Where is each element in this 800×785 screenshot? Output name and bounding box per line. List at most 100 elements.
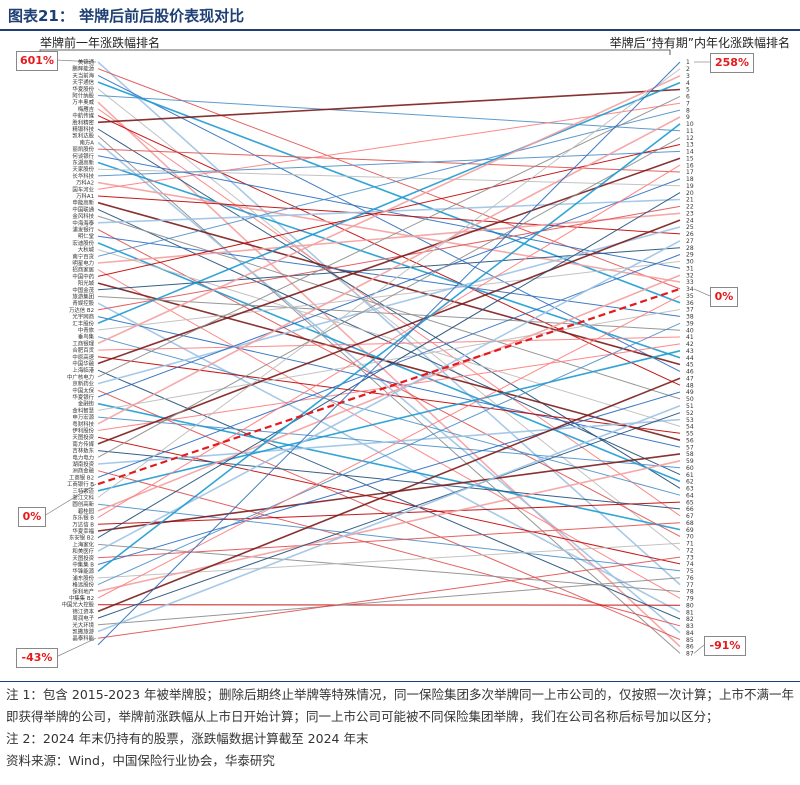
left-tick-label: 工商银 B2	[69, 473, 94, 481]
left-tick-label: 华夏银行	[72, 393, 94, 401]
zero-line	[97, 287, 681, 486]
callout-pointer	[55, 637, 97, 658]
left-tick-label: 三特索道	[72, 487, 94, 495]
left-tick-label: 保利地产	[72, 587, 94, 595]
right-tick-label: 76	[686, 575, 694, 582]
rank-link	[97, 343, 681, 431]
right-tick-label: 51	[686, 403, 694, 410]
left-tick-label: 伊利股份	[72, 427, 94, 435]
callout-mid-right: 0%	[710, 287, 738, 307]
rank-link	[97, 450, 681, 510]
callout-top-left: 601%	[16, 51, 58, 71]
left-tick-label: 中国金茂	[72, 286, 94, 294]
rank-link	[97, 81, 681, 325]
slope-chart: 美锦通鹏辉能源天当前海天宇通信华夏股份阿什纳股万丰奥威梅雁吉中航传媒胜利精密精锻…	[39, 49, 711, 658]
rank-link	[97, 460, 681, 593]
rank-link	[97, 208, 681, 476]
left-tick-label: 招商家居	[72, 266, 94, 274]
left-tick-label: 上海家化	[72, 540, 94, 548]
right-tick-label: 48	[686, 382, 694, 389]
right-tick-label: 10	[686, 121, 694, 128]
right-tick-label: 45	[686, 362, 694, 369]
right-tick-label: 34	[686, 286, 694, 293]
right-tick-label: 25	[686, 224, 694, 231]
rank-link	[97, 219, 681, 445]
left-tick-label: 工商银理	[72, 339, 94, 347]
right-tick-label: 50	[686, 396, 694, 403]
rank-link	[97, 205, 681, 311]
left-tick-label: 长华科技	[72, 172, 94, 180]
left-tick-label: 南宁百货	[72, 252, 94, 260]
left-tick-label: 中国联通	[72, 205, 94, 213]
left-tick-label: 明星电力	[72, 259, 94, 267]
right-tick-label: 17	[686, 169, 694, 176]
callout-pointer	[693, 644, 705, 654]
right-tick-label: 53	[686, 417, 694, 424]
right-tick-label: 79	[686, 596, 694, 603]
right-tick-label: 87	[686, 651, 694, 658]
right-tick-label: 81	[686, 609, 694, 616]
callout-pointer	[693, 288, 711, 297]
right-tick-label: 62	[686, 479, 694, 486]
rank-link	[97, 577, 681, 626]
left-tick-label: 金科智慧	[72, 406, 94, 414]
right-tick-label: 13	[686, 142, 694, 149]
left-tick-label: 阳光城	[78, 279, 95, 287]
left-tick-label: 光宇网商	[72, 313, 94, 321]
left-tick-label: 东湖高新	[72, 159, 94, 167]
right-tick-label: 35	[686, 293, 694, 300]
rank-link	[97, 402, 681, 531]
left-tick-label: 万科A1	[76, 192, 94, 200]
figure-title: 图表21： 举牌后前后股价表现对比	[8, 7, 245, 25]
rank-link	[97, 377, 681, 613]
rank-link	[97, 269, 681, 599]
callout-mid-left: 0%	[18, 507, 46, 527]
right-tick-label: 5	[686, 87, 690, 94]
right-tick-label: 18	[686, 176, 694, 183]
right-tick-label: 31	[686, 266, 694, 273]
left-tick-label: 华夏股份	[72, 85, 94, 93]
right-tick-label: 15	[686, 156, 694, 163]
left-tick-label: 万达信 B	[72, 520, 94, 528]
rank-link	[97, 116, 681, 425]
right-tick-label: 58	[686, 451, 694, 458]
left-tick-label: 中广核电力	[67, 373, 94, 381]
right-tick-label: 19	[686, 183, 694, 190]
left-tick-label: 天图投资	[72, 433, 94, 441]
left-tick-label: 周润电子	[72, 614, 94, 622]
rank-links	[97, 61, 681, 654]
right-tick-label: 4	[686, 80, 690, 87]
rank-link	[97, 302, 681, 613]
right-tick-label: 6	[686, 94, 690, 101]
left-tick-label: 圆创高新	[72, 500, 94, 508]
left-tick-label: 万达信 B2	[69, 306, 94, 314]
footnote-rule	[0, 681, 800, 682]
right-tick-label: 27	[686, 238, 694, 245]
left-tick-label: 吉林敖东	[72, 447, 94, 455]
left-tick-label: 何谈银行	[72, 152, 94, 160]
right-tick-label: 7	[686, 101, 690, 108]
left-tick-label: 洲商金融	[72, 467, 94, 475]
rank-link	[97, 192, 681, 539]
rank-link	[97, 556, 681, 639]
right-tick-label: 66	[686, 506, 694, 513]
rank-link	[97, 150, 681, 177]
left-tick-label: 中国太保	[72, 386, 94, 394]
rank-link	[97, 101, 681, 648]
left-tick-label: 浦东股份	[72, 574, 94, 582]
left-tick-label: 青娱控股	[72, 299, 94, 307]
right-tick-label: 8	[686, 107, 690, 114]
rank-link	[97, 391, 681, 565]
right-tick-label: 14	[686, 149, 694, 156]
right-tick-label: 86	[686, 644, 694, 651]
right-tick-label: 42	[686, 341, 694, 348]
left-tick-label: 天家股份	[72, 165, 94, 173]
right-tick-label: 60	[686, 465, 694, 472]
right-tick-label: 44	[686, 355, 694, 362]
rank-link	[97, 102, 681, 190]
right-tick-label: 54	[686, 424, 694, 431]
left-tick-label: 宏迪股份	[72, 239, 94, 247]
right-tick-label: 85	[686, 637, 694, 644]
right-tick-label: 71	[686, 541, 694, 548]
